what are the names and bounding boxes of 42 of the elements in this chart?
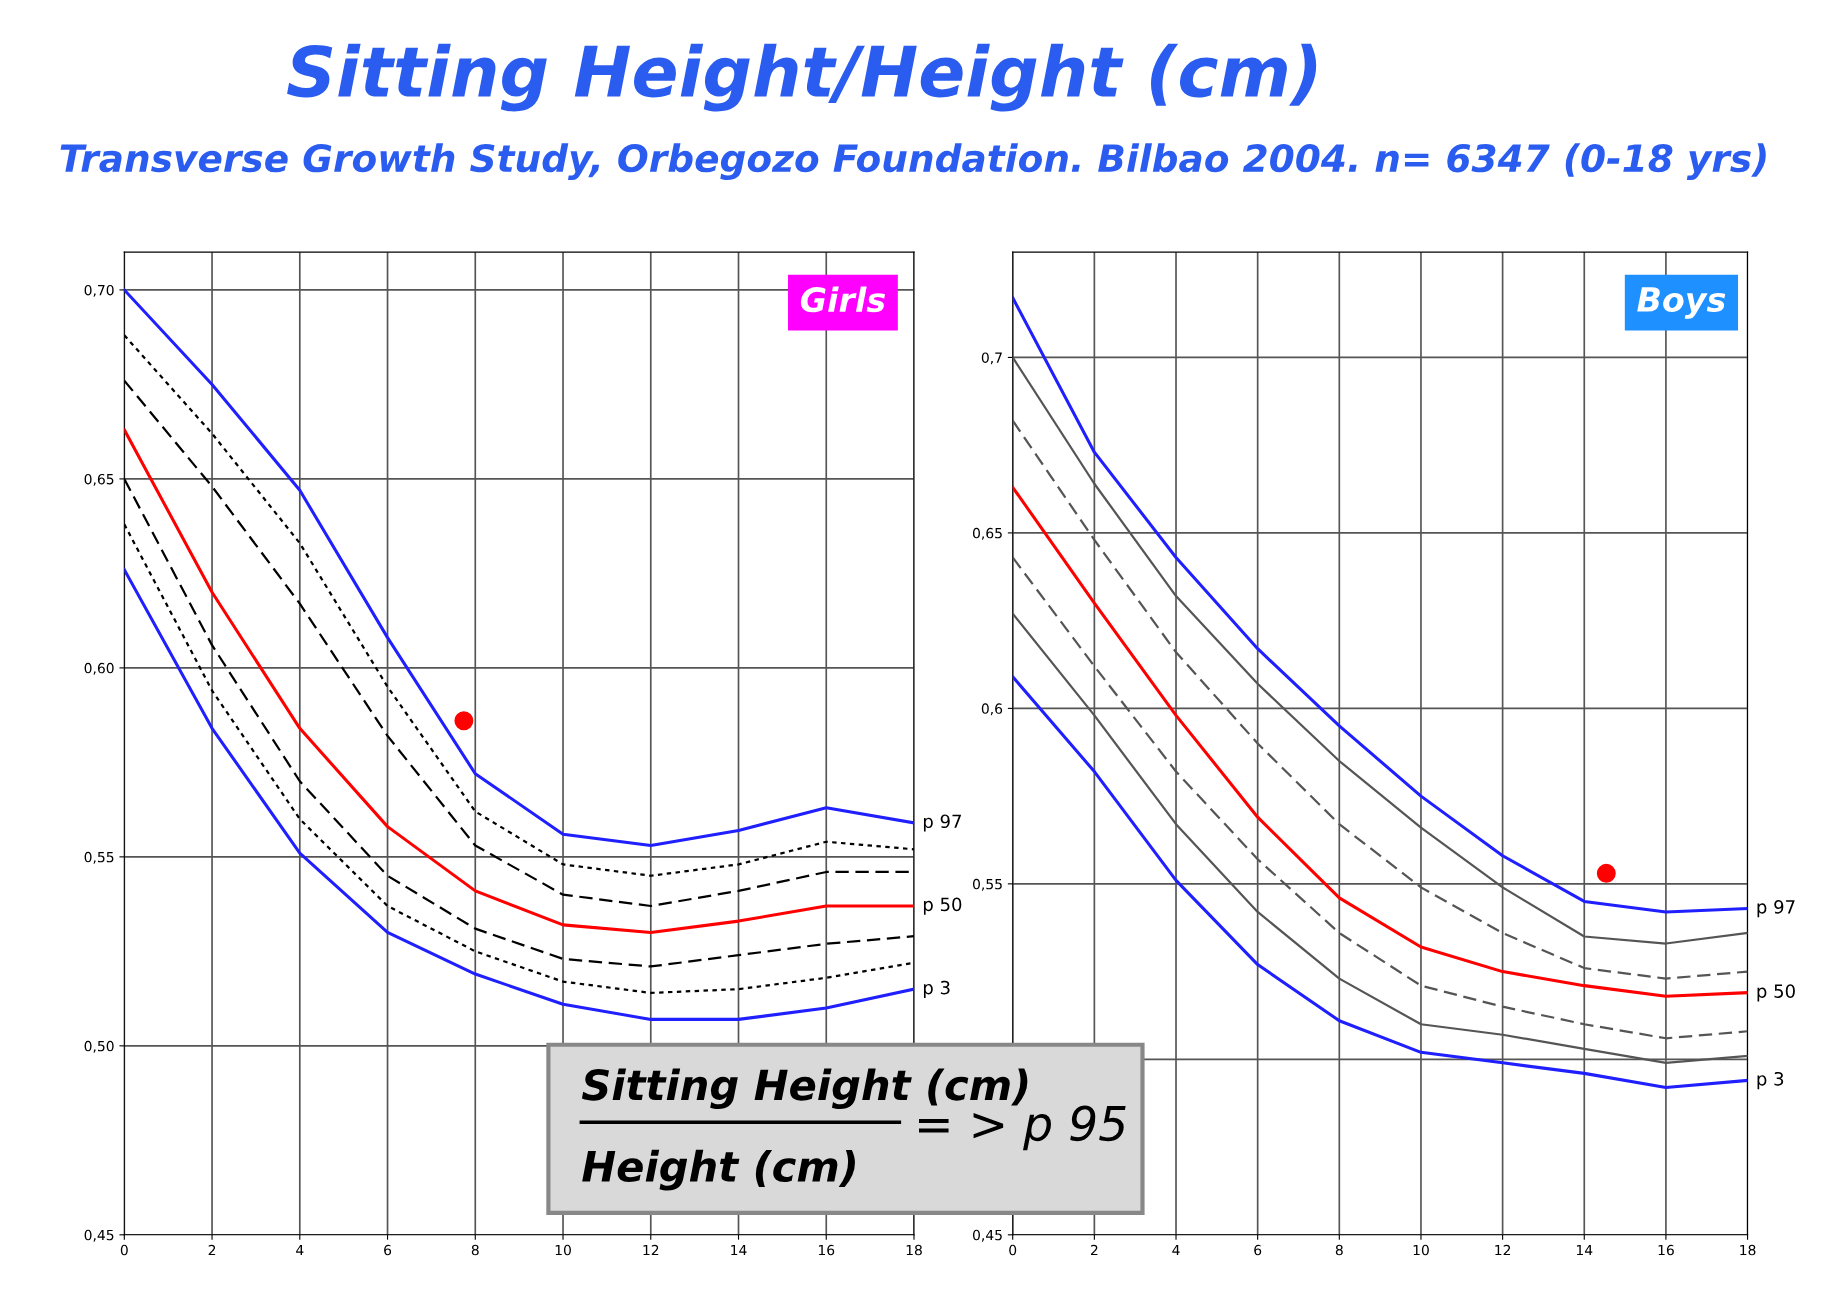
x-tick-label: 2 [1090, 1244, 1098, 1256]
y-tick-label: 0,55 [972, 878, 1002, 891]
x-tick-label: 18 [906, 1244, 922, 1256]
x-tick-label: 0 [120, 1244, 128, 1256]
x-tick-label: 16 [1658, 1244, 1674, 1256]
x-tick-label: 12 [1495, 1244, 1511, 1256]
x-tick-label: 14 [731, 1244, 747, 1256]
x-tick-label: 8 [471, 1244, 479, 1256]
series-label: p 97 [923, 814, 961, 832]
y-tick-label: 0,45 [972, 1229, 1002, 1242]
y-tick-label: 0,7 [981, 352, 1002, 365]
x-tick-label: 12 [643, 1244, 659, 1256]
y-tick-label: 0,65 [972, 527, 1002, 540]
y-tick-label: 0,45 [84, 1229, 114, 1242]
series-label: p 50 [923, 897, 962, 915]
annotation: Height (cm) [582, 1149, 855, 1191]
y-tick-label: 0,70 [84, 284, 114, 297]
x-tick-label: 16 [818, 1244, 835, 1256]
x-tick-label: 6 [1254, 1244, 1262, 1256]
x-tick-label: 14 [1576, 1244, 1593, 1256]
y-tick-label: 0,6 [981, 703, 1003, 716]
series-label: p 3 [1757, 1071, 1784, 1090]
series-label: p 50 [1757, 984, 1795, 1002]
y-tick-label: 0,50 [84, 1040, 114, 1053]
x-tick-label: 10 [1413, 1244, 1429, 1256]
y-tick-label: 0,65 [84, 473, 114, 486]
x-tick-label: 18 [1740, 1244, 1756, 1256]
x-tick-label: 8 [1335, 1244, 1343, 1256]
x-tick-label: 6 [384, 1244, 392, 1256]
x-tick-label: 0 [1009, 1244, 1017, 1256]
annotation: Boys [1637, 287, 1726, 319]
x-tick-label: 10 [555, 1244, 571, 1256]
series-label: p 97 [1757, 900, 1795, 918]
x-tick-label: 4 [1172, 1244, 1180, 1256]
y-tick-label: 0,55 [84, 851, 114, 864]
chart-title: Sitting Height/Height (cm) [287, 43, 1317, 112]
x-tick-label: 4 [296, 1244, 304, 1256]
x-tick-label: 2 [208, 1244, 216, 1256]
series-label: p 3 [923, 980, 950, 998]
chart-subtitle: Transverse Growth Study, Orbegozo Foundation. Bilbao 2004. n= 6347 (0-18 yrs) [60, 143, 1766, 180]
y-tick-label: 0,60 [84, 662, 114, 675]
annotation: Girls [800, 286, 885, 313]
